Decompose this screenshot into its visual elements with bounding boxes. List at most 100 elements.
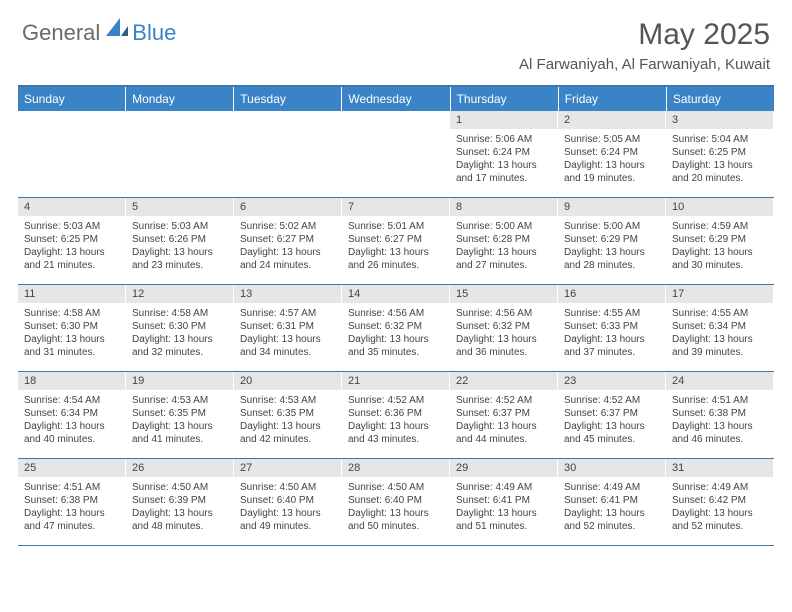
- day-details: Sunrise: 4:53 AMSunset: 6:35 PMDaylight:…: [126, 390, 233, 452]
- sunset-text: Sunset: 6:33 PM: [564, 320, 659, 333]
- daylight-text: Daylight: 13 hours and 21 minutes.: [24, 246, 119, 272]
- day-details: Sunrise: 4:50 AMSunset: 6:40 PMDaylight:…: [342, 477, 449, 539]
- daylight-text: Daylight: 13 hours and 50 minutes.: [348, 507, 443, 533]
- sunrise-text: Sunrise: 4:50 AM: [348, 481, 443, 494]
- daylight-text: Daylight: 13 hours and 28 minutes.: [564, 246, 659, 272]
- day-details: Sunrise: 4:55 AMSunset: 6:34 PMDaylight:…: [666, 303, 773, 365]
- day-number: 25: [18, 459, 125, 477]
- day-details: Sunrise: 5:03 AMSunset: 6:26 PMDaylight:…: [126, 216, 233, 278]
- daylight-text: Daylight: 13 hours and 40 minutes.: [24, 420, 119, 446]
- weekday-header: Monday: [126, 87, 234, 111]
- day-cell: 14Sunrise: 4:56 AMSunset: 6:32 PMDayligh…: [342, 285, 450, 371]
- sunset-text: Sunset: 6:32 PM: [348, 320, 443, 333]
- week-row: 18Sunrise: 4:54 AMSunset: 6:34 PMDayligh…: [18, 372, 774, 459]
- day-details: Sunrise: 5:01 AMSunset: 6:27 PMDaylight:…: [342, 216, 449, 278]
- sunrise-text: Sunrise: 4:52 AM: [564, 394, 659, 407]
- sunrise-text: Sunrise: 4:55 AM: [672, 307, 767, 320]
- sunset-text: Sunset: 6:25 PM: [24, 233, 119, 246]
- week-row: 11Sunrise: 4:58 AMSunset: 6:30 PMDayligh…: [18, 285, 774, 372]
- sunrise-text: Sunrise: 4:49 AM: [672, 481, 767, 494]
- sunrise-text: Sunrise: 4:49 AM: [564, 481, 659, 494]
- day-number: 20: [234, 372, 341, 390]
- day-cell: 4Sunrise: 5:03 AMSunset: 6:25 PMDaylight…: [18, 198, 126, 284]
- day-details: Sunrise: 4:50 AMSunset: 6:39 PMDaylight:…: [126, 477, 233, 539]
- daylight-text: Daylight: 13 hours and 30 minutes.: [672, 246, 767, 272]
- day-details: Sunrise: 5:06 AMSunset: 6:24 PMDaylight:…: [450, 129, 557, 191]
- sunset-text: Sunset: 6:40 PM: [240, 494, 335, 507]
- day-cell: 1Sunrise: 5:06 AMSunset: 6:24 PMDaylight…: [450, 111, 558, 197]
- daylight-text: Daylight: 13 hours and 45 minutes.: [564, 420, 659, 446]
- day-cell: 30Sunrise: 4:49 AMSunset: 6:41 PMDayligh…: [558, 459, 666, 545]
- sunset-text: Sunset: 6:31 PM: [240, 320, 335, 333]
- day-number: 31: [666, 459, 773, 477]
- day-number: 17: [666, 285, 773, 303]
- sunset-text: Sunset: 6:39 PM: [132, 494, 227, 507]
- day-number: 10: [666, 198, 773, 216]
- sunset-text: Sunset: 6:27 PM: [348, 233, 443, 246]
- day-cell: 10Sunrise: 4:59 AMSunset: 6:29 PMDayligh…: [666, 198, 774, 284]
- weekday-header: Wednesday: [342, 87, 450, 111]
- sunset-text: Sunset: 6:35 PM: [132, 407, 227, 420]
- daylight-text: Daylight: 13 hours and 48 minutes.: [132, 507, 227, 533]
- day-number: 30: [558, 459, 665, 477]
- sunrise-text: Sunrise: 4:58 AM: [132, 307, 227, 320]
- weekday-header: Sunday: [18, 87, 126, 111]
- day-details: Sunrise: 5:00 AMSunset: 6:29 PMDaylight:…: [558, 216, 665, 278]
- daylight-text: Daylight: 13 hours and 27 minutes.: [456, 246, 551, 272]
- day-details: Sunrise: 5:03 AMSunset: 6:25 PMDaylight:…: [18, 216, 125, 278]
- day-number: 8: [450, 198, 557, 216]
- page-header: General Blue May 2025 Al Farwaniyah, Al …: [0, 0, 792, 77]
- day-details: Sunrise: 4:56 AMSunset: 6:32 PMDaylight:…: [450, 303, 557, 365]
- sunset-text: Sunset: 6:37 PM: [456, 407, 551, 420]
- day-cell: 21Sunrise: 4:52 AMSunset: 6:36 PMDayligh…: [342, 372, 450, 458]
- day-cell: 31Sunrise: 4:49 AMSunset: 6:42 PMDayligh…: [666, 459, 774, 545]
- day-cell: 7Sunrise: 5:01 AMSunset: 6:27 PMDaylight…: [342, 198, 450, 284]
- sunset-text: Sunset: 6:36 PM: [348, 407, 443, 420]
- daylight-text: Daylight: 13 hours and 23 minutes.: [132, 246, 227, 272]
- sunrise-text: Sunrise: 5:01 AM: [348, 220, 443, 233]
- calendar-grid: SundayMondayTuesdayWednesdayThursdayFrid…: [18, 85, 774, 546]
- day-cell: 5Sunrise: 5:03 AMSunset: 6:26 PMDaylight…: [126, 198, 234, 284]
- day-cell: [18, 111, 126, 197]
- day-details: Sunrise: 4:57 AMSunset: 6:31 PMDaylight:…: [234, 303, 341, 365]
- daylight-text: Daylight: 13 hours and 49 minutes.: [240, 507, 335, 533]
- sunrise-text: Sunrise: 5:02 AM: [240, 220, 335, 233]
- daylight-text: Daylight: 13 hours and 42 minutes.: [240, 420, 335, 446]
- sunset-text: Sunset: 6:41 PM: [456, 494, 551, 507]
- daylight-text: Daylight: 13 hours and 32 minutes.: [132, 333, 227, 359]
- day-details: Sunrise: 4:50 AMSunset: 6:40 PMDaylight:…: [234, 477, 341, 539]
- day-cell: 6Sunrise: 5:02 AMSunset: 6:27 PMDaylight…: [234, 198, 342, 284]
- day-details: Sunrise: 4:56 AMSunset: 6:32 PMDaylight:…: [342, 303, 449, 365]
- daylight-text: Daylight: 13 hours and 24 minutes.: [240, 246, 335, 272]
- day-cell: 13Sunrise: 4:57 AMSunset: 6:31 PMDayligh…: [234, 285, 342, 371]
- sunrise-text: Sunrise: 4:54 AM: [24, 394, 119, 407]
- day-details: Sunrise: 4:52 AMSunset: 6:37 PMDaylight:…: [558, 390, 665, 452]
- sunset-text: Sunset: 6:34 PM: [24, 407, 119, 420]
- day-cell: [234, 111, 342, 197]
- sunset-text: Sunset: 6:29 PM: [564, 233, 659, 246]
- daylight-text: Daylight: 13 hours and 52 minutes.: [564, 507, 659, 533]
- day-cell: 25Sunrise: 4:51 AMSunset: 6:38 PMDayligh…: [18, 459, 126, 545]
- sunrise-text: Sunrise: 4:52 AM: [348, 394, 443, 407]
- day-details: [234, 117, 341, 127]
- day-cell: 15Sunrise: 4:56 AMSunset: 6:32 PMDayligh…: [450, 285, 558, 371]
- day-cell: 20Sunrise: 4:53 AMSunset: 6:35 PMDayligh…: [234, 372, 342, 458]
- day-number: 21: [342, 372, 449, 390]
- sunrise-text: Sunrise: 5:03 AM: [132, 220, 227, 233]
- sunset-text: Sunset: 6:26 PM: [132, 233, 227, 246]
- weekday-header: Tuesday: [234, 87, 342, 111]
- day-details: Sunrise: 4:55 AMSunset: 6:33 PMDaylight:…: [558, 303, 665, 365]
- day-cell: 17Sunrise: 4:55 AMSunset: 6:34 PMDayligh…: [666, 285, 774, 371]
- sunrise-text: Sunrise: 5:06 AM: [456, 133, 551, 146]
- day-details: Sunrise: 4:52 AMSunset: 6:37 PMDaylight:…: [450, 390, 557, 452]
- sunset-text: Sunset: 6:32 PM: [456, 320, 551, 333]
- sunrise-text: Sunrise: 4:56 AM: [456, 307, 551, 320]
- day-number: 4: [18, 198, 125, 216]
- sunset-text: Sunset: 6:35 PM: [240, 407, 335, 420]
- month-title: May 2025: [519, 18, 770, 52]
- day-details: Sunrise: 5:02 AMSunset: 6:27 PMDaylight:…: [234, 216, 341, 278]
- sunrise-text: Sunrise: 4:55 AM: [564, 307, 659, 320]
- daylight-text: Daylight: 13 hours and 31 minutes.: [24, 333, 119, 359]
- weekday-header: Friday: [559, 87, 667, 111]
- day-number: 7: [342, 198, 449, 216]
